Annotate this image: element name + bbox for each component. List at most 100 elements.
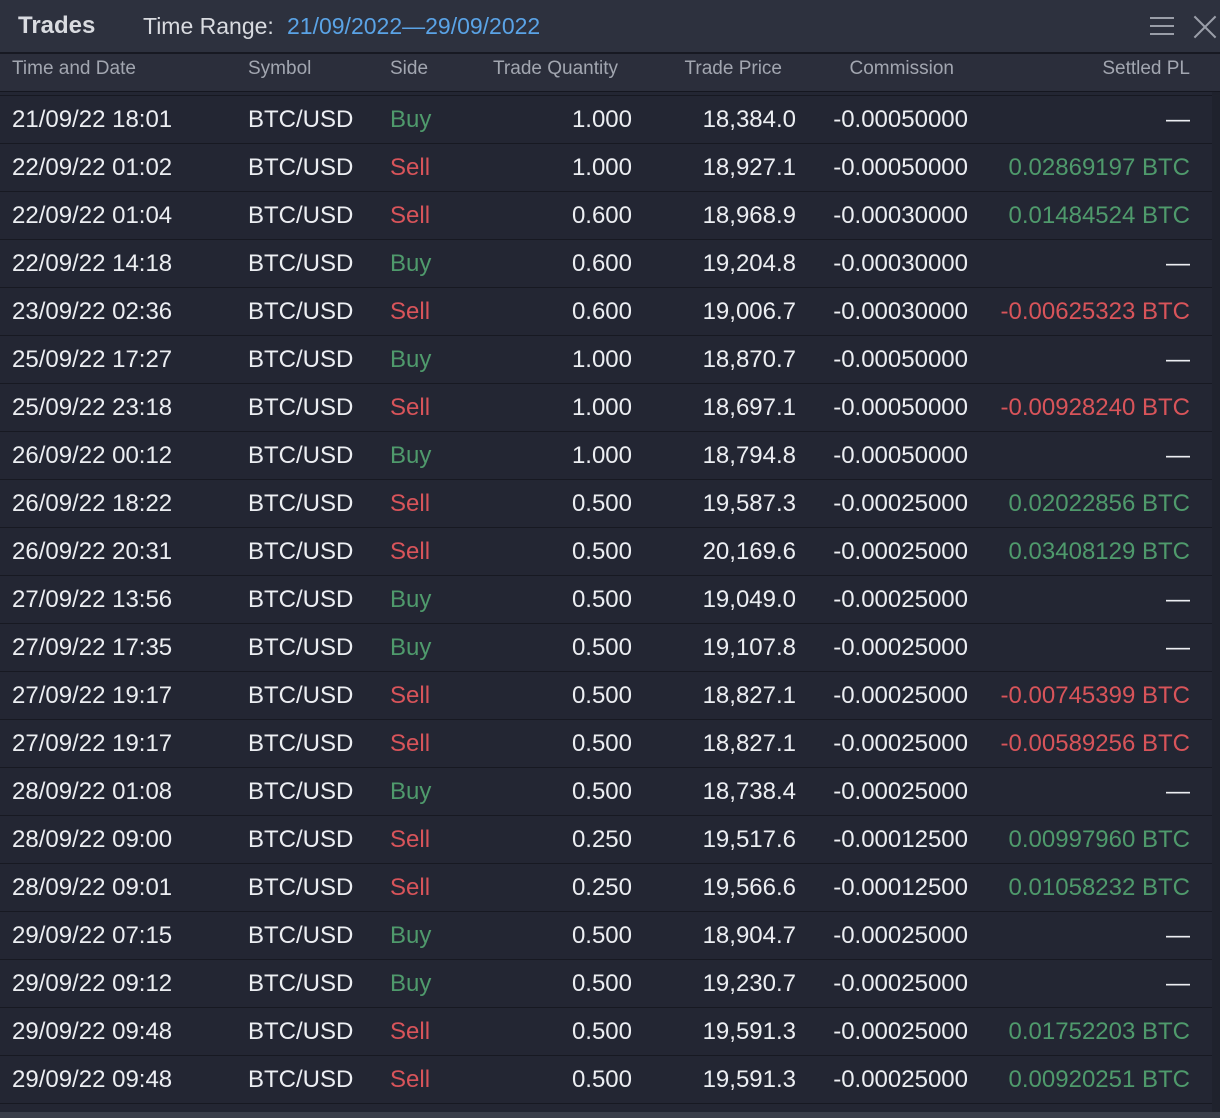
column-header-commission[interactable]: Commission [849, 58, 954, 79]
cell-quantity: 0.500 [571, 634, 632, 661]
table-row[interactable]: 21/09/22 18:01 BTC/USD Buy 1.000 18,384.0 -0.… [0, 96, 1220, 144]
table-row[interactable]: 29/09/22 07:15 BTC/USD Buy 0.500 18,904.7 -0.… [0, 912, 1220, 960]
cell-price: 18,870.7 [702, 346, 796, 373]
cell-side: Sell [390, 298, 431, 325]
cell-commission: -0.00050000 [833, 346, 968, 373]
cell-settled-pl: — [1166, 586, 1190, 613]
table-row[interactable]: 27/09/22 13:56 BTC/USD Buy 0.500 19,049.0 -0.… [0, 576, 1220, 624]
table-row[interactable]: 26/09/22 20:31 BTC/USD Sell 0.500 20,169.6 -0… [0, 528, 1220, 576]
table-row[interactable]: 27/09/22 19:17 BTC/USD Sell 0.500 18,827.1 -0… [0, 720, 1220, 768]
cell-symbol: BTC/USD [248, 346, 354, 373]
table-row[interactable]: 26/09/22 00:12 BTC/USD Buy 1.000 18,794.8 -0.… [0, 432, 1220, 480]
column-header-time[interactable]: Time and Date [12, 58, 136, 79]
column-header-quantity[interactable]: Trade Quantity [493, 58, 618, 79]
table-row[interactable]: 22/09/22 01:04 BTC/USD Sell 0.600 18,968.9 -0… [0, 192, 1220, 240]
time-range-value[interactable]: 21/09/2022—29/09/2022 [287, 13, 541, 39]
cell-quantity: 0.500 [571, 682, 632, 709]
vertical-scrollbar[interactable] [1212, 92, 1220, 1118]
cell-side: Sell [390, 826, 431, 853]
cell-price: 18,738.4 [702, 778, 796, 805]
cell-symbol: BTC/USD [248, 250, 354, 277]
cell-side: Sell [390, 1066, 431, 1093]
cell-time: 28/09/22 09:00 [12, 826, 173, 853]
cell-commission: -0.00025000 [833, 586, 968, 613]
cell-side: Buy [390, 250, 432, 277]
cell-settled-pl: — [1166, 250, 1190, 277]
cell-commission: -0.00025000 [833, 682, 968, 709]
cell-time: 27/09/22 19:17 [12, 730, 173, 757]
cell-commission: -0.00025000 [833, 490, 968, 517]
hamburger-menu-icon[interactable] [1149, 14, 1175, 40]
table-row[interactable]: 28/09/22 09:00 BTC/USD Sell 0.250 19,517.6 -0… [0, 816, 1220, 864]
cell-price: 18,904.7 [702, 922, 796, 949]
cell-settled-pl: -0.00928240 BTC [1000, 394, 1190, 421]
table-row[interactable]: 29/09/22 09:48 BTC/USD Sell 0.500 19,591.3 -0… [0, 1056, 1220, 1104]
cell-settled-pl: — [1166, 778, 1190, 805]
column-header-settled-pl[interactable]: Settled PL [1102, 58, 1190, 79]
cell-time: 21/09/22 18:01 [12, 106, 173, 133]
cell-side: Buy [390, 634, 432, 661]
cell-side: Sell [390, 490, 431, 517]
table-row[interactable]: 22/09/22 01:02 BTC/USD Sell 1.000 18,927.1 -0… [0, 144, 1220, 192]
cell-commission: -0.00050000 [833, 394, 968, 421]
cell-quantity: 0.500 [571, 922, 632, 949]
table-row[interactable]: 28/09/22 09:01 BTC/USD Sell 0.250 19,566.6 -0… [0, 864, 1220, 912]
cell-time: 23/09/22 02:36 [12, 298, 173, 325]
cell-time: 22/09/22 14:18 [12, 250, 173, 277]
cell-side: Buy [390, 442, 432, 469]
column-header-price[interactable]: Trade Price [684, 58, 783, 79]
cell-side: Buy [390, 346, 432, 373]
cell-price: 19,204.8 [702, 250, 796, 277]
window-title: Trades [18, 12, 96, 39]
cell-quantity: 0.250 [571, 826, 632, 853]
cell-side: Sell [390, 154, 431, 181]
cell-side: Sell [390, 874, 431, 901]
cell-commission: -0.00012500 [833, 826, 968, 853]
cell-commission: -0.00030000 [833, 250, 968, 277]
column-header-symbol[interactable]: Symbol [248, 58, 312, 79]
cell-commission: -0.00025000 [833, 922, 968, 949]
cell-symbol: BTC/USD [248, 634, 354, 661]
cell-symbol: BTC/USD [248, 490, 354, 517]
cell-side: Sell [390, 538, 431, 565]
cell-settled-pl: 0.03408129 BTC [1008, 538, 1190, 565]
cell-quantity: 0.500 [571, 586, 632, 613]
table-row[interactable]: 27/09/22 19:17 BTC/USD Sell 0.500 18,827.1 -0… [0, 672, 1220, 720]
table-row[interactable]: 29/09/22 09:48 BTC/USD Sell 0.500 19,591.3 -0… [0, 1008, 1220, 1056]
cell-side: Buy [390, 106, 432, 133]
table-row[interactable]: 21/09/22 17:11BTC/USDBuy0.60018,499.5-0.… [0, 92, 1220, 96]
trades-table-body[interactable]: 21/09/22 17:11BTC/USDBuy0.60018,499.5-0.… [0, 92, 1220, 1118]
cell-time: 27/09/22 19:17 [12, 682, 173, 709]
close-icon[interactable] [1192, 14, 1218, 40]
cell-settled-pl: 0.02869197 BTC [1008, 154, 1190, 181]
cell-time: 26/09/22 20:31 [12, 538, 173, 565]
table-row[interactable]: 29/09/22 09:12 BTC/USD Buy 0.500 19,230.7 -0.… [0, 960, 1220, 1008]
table-row[interactable]: 22/09/22 14:18 BTC/USD Buy 0.600 19,204.8 -0.… [0, 240, 1220, 288]
cell-price: 18,927.1 [702, 154, 796, 181]
cell-settled-pl: — [1166, 442, 1190, 469]
cell-price: 19,049.0 [702, 586, 796, 613]
cell-price: 19,591.3 [702, 1066, 796, 1093]
table-row[interactable]: 26/09/22 18:22 BTC/USD Sell 0.500 19,587.3 -0… [0, 480, 1220, 528]
trades-list: 21/09/22 17:11BTC/USDBuy0.60018,499.5-0.… [0, 92, 1220, 1104]
cell-time: 22/09/22 01:04 [12, 202, 173, 229]
cell-symbol: BTC/USD [248, 778, 354, 805]
cell-symbol: BTC/USD [248, 106, 354, 133]
column-header-side[interactable]: Side [390, 58, 429, 79]
table-row[interactable]: 28/09/22 01:08 BTC/USD Buy 0.500 18,738.4 -0.… [0, 768, 1220, 816]
table-row[interactable]: 25/09/22 23:18 BTC/USD Sell 1.000 18,697.1 -0… [0, 384, 1220, 432]
cell-settled-pl: -0.00745399 BTC [1000, 682, 1190, 709]
table-row[interactable]: 27/09/22 17:35 BTC/USD Buy 0.500 19,107.8 -0.… [0, 624, 1220, 672]
table-row[interactable]: 25/09/22 17:27 BTC/USD Buy 1.000 18,870.7 -0.… [0, 336, 1220, 384]
cell-time: 29/09/22 09:48 [12, 1018, 173, 1045]
cell-side: Sell [390, 1018, 431, 1045]
cell-price: 19,107.8 [702, 634, 796, 661]
cell-settled-pl: -0.00625323 BTC [1000, 298, 1190, 325]
cell-quantity: 1.000 [571, 394, 632, 421]
table-row[interactable]: 23/09/22 02:36 BTC/USD Sell 0.600 19,006.7 -0… [0, 288, 1220, 336]
cell-side: Sell [390, 394, 431, 421]
cell-side: Sell [390, 730, 431, 757]
cell-settled-pl: — [1166, 106, 1190, 133]
cell-price: 18,827.1 [702, 682, 796, 709]
time-range-label: Time Range: [143, 13, 274, 39]
